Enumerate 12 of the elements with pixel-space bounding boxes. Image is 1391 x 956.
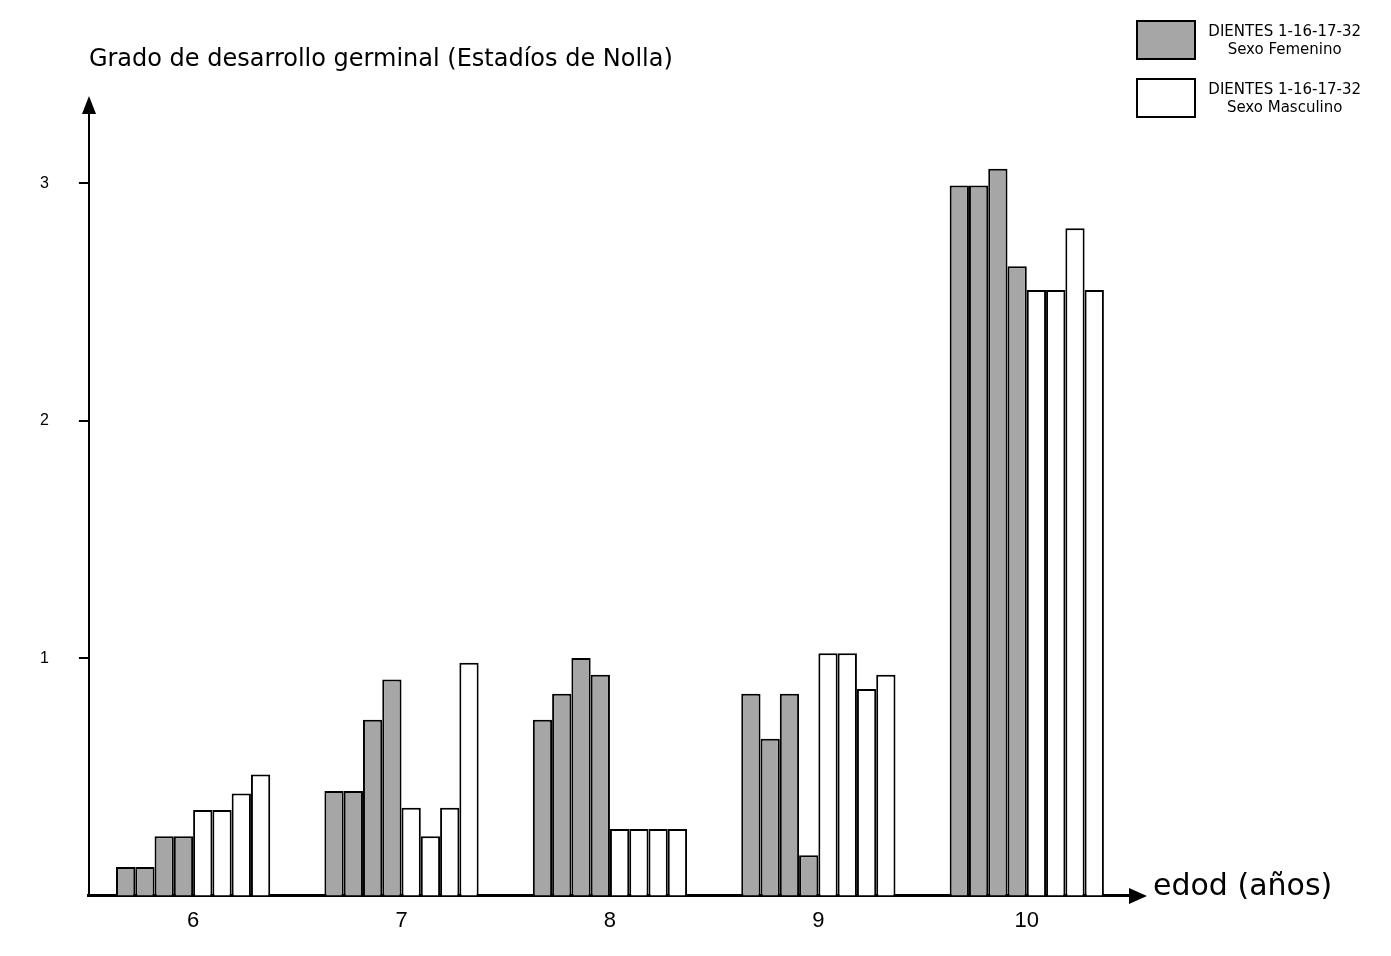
x-tick-label: 7: [395, 906, 408, 932]
x-tick-label: 10: [1014, 906, 1040, 932]
x-tick-label: 6: [186, 906, 200, 932]
text: DIENTES 1-16-17-32 Sexo Femenino: [1208, 22, 1361, 58]
y-tick-label: 3: [39, 173, 49, 191]
y-tick-label: 2: [39, 411, 49, 429]
y-tick-label: 1: [39, 648, 49, 666]
x-axis-title: edod (años): [1153, 867, 1333, 903]
text: DIENTES 1-16-17-32 Sexo Masculino: [1208, 80, 1361, 116]
y-axis-title: Grado de desarrollo germinal (Estadíos de Nolla): [88, 44, 673, 73]
x-tick-label: 9: [812, 906, 825, 932]
x-tick-label: 8: [603, 906, 617, 932]
